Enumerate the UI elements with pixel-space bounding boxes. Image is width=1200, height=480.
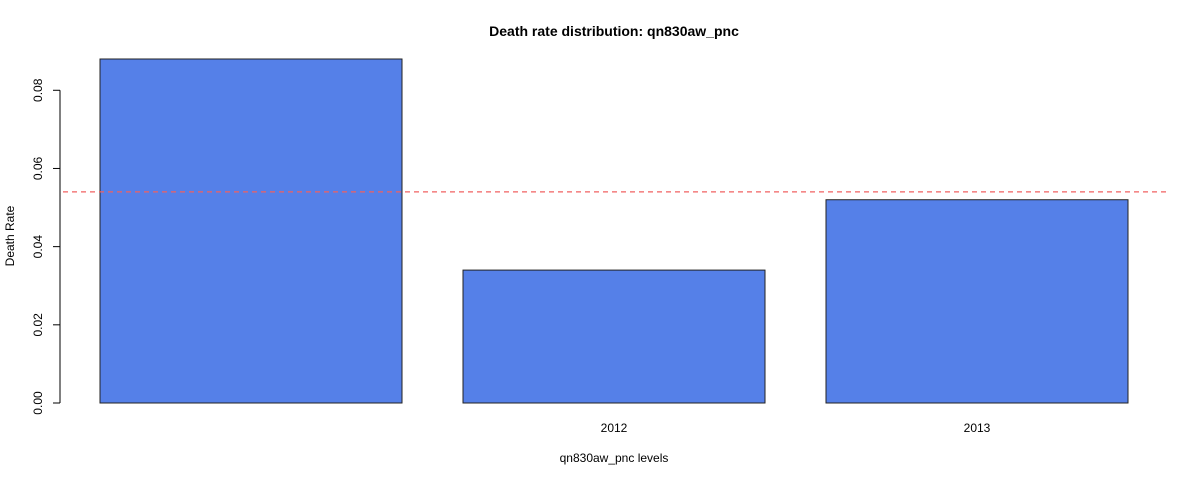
x-tick-label: 2012 xyxy=(601,421,628,435)
y-tick-label: 0.04 xyxy=(31,235,45,259)
y-axis: 0.00 0.02 0.04 0.06 0.08 xyxy=(31,78,61,415)
chart-title: Death rate distribution: qn830aw_pnc xyxy=(489,23,739,39)
y-axis-label: Death Rate xyxy=(3,205,17,266)
y-tick-label: 0.06 xyxy=(31,156,45,180)
x-axis-label: qn830aw_pnc levels xyxy=(560,451,669,465)
bar-2013 xyxy=(825,199,1129,404)
y-tick-label: 0.08 xyxy=(31,78,45,102)
bars-group xyxy=(99,58,1129,404)
x-tick-label: 2013 xyxy=(964,421,991,435)
bar-2012 xyxy=(462,269,766,404)
x-tick-labels: 2012 2013 xyxy=(601,421,991,435)
y-tick-label: 0.02 xyxy=(31,313,45,337)
y-tick-label: 0.00 xyxy=(31,391,45,415)
bar-unlabeled xyxy=(99,58,403,404)
